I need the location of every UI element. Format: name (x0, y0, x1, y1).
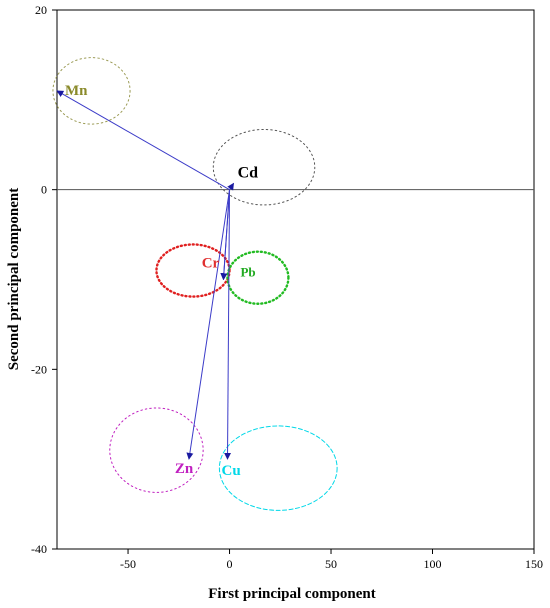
variable-label-zn: Zn (175, 461, 194, 477)
loading-arrow-pb (220, 189, 231, 281)
variable-label-cr: Cr (202, 256, 220, 272)
y-axis-title: Second principal component (6, 188, 22, 371)
y-tick-label: -20 (31, 362, 47, 376)
variable-label-pb: Pb (240, 265, 255, 280)
x-tick-label: 100 (424, 557, 442, 571)
group-ellipse-zn (109, 407, 204, 493)
y-tick-label: 0 (41, 183, 47, 197)
x-tick-label: 50 (325, 557, 337, 571)
loading-arrow-zn (186, 189, 231, 460)
group-ellipse-mn (52, 57, 131, 125)
x-axis-title: First principal component (208, 586, 376, 602)
x-tick-label: -50 (120, 557, 136, 571)
x-tick-label: 0 (227, 557, 233, 571)
group-ellipse-cu (218, 425, 338, 511)
plot-frame (56, 9, 535, 550)
loading-arrow-cd (227, 182, 235, 191)
group-ellipse-pb (226, 250, 290, 305)
loading-arrow-mn (56, 90, 230, 191)
variable-label-mn: Mn (65, 83, 88, 99)
x-tick-label: 150 (525, 557, 543, 571)
variable-label-cu: Cu (222, 463, 241, 479)
group-ellipse-cd (212, 128, 316, 206)
variable-label-cd: Cd (238, 164, 259, 181)
y-tick-label: 20 (35, 3, 47, 17)
y-tick-label: -40 (31, 542, 47, 556)
loading-arrow-cu (224, 189, 232, 460)
